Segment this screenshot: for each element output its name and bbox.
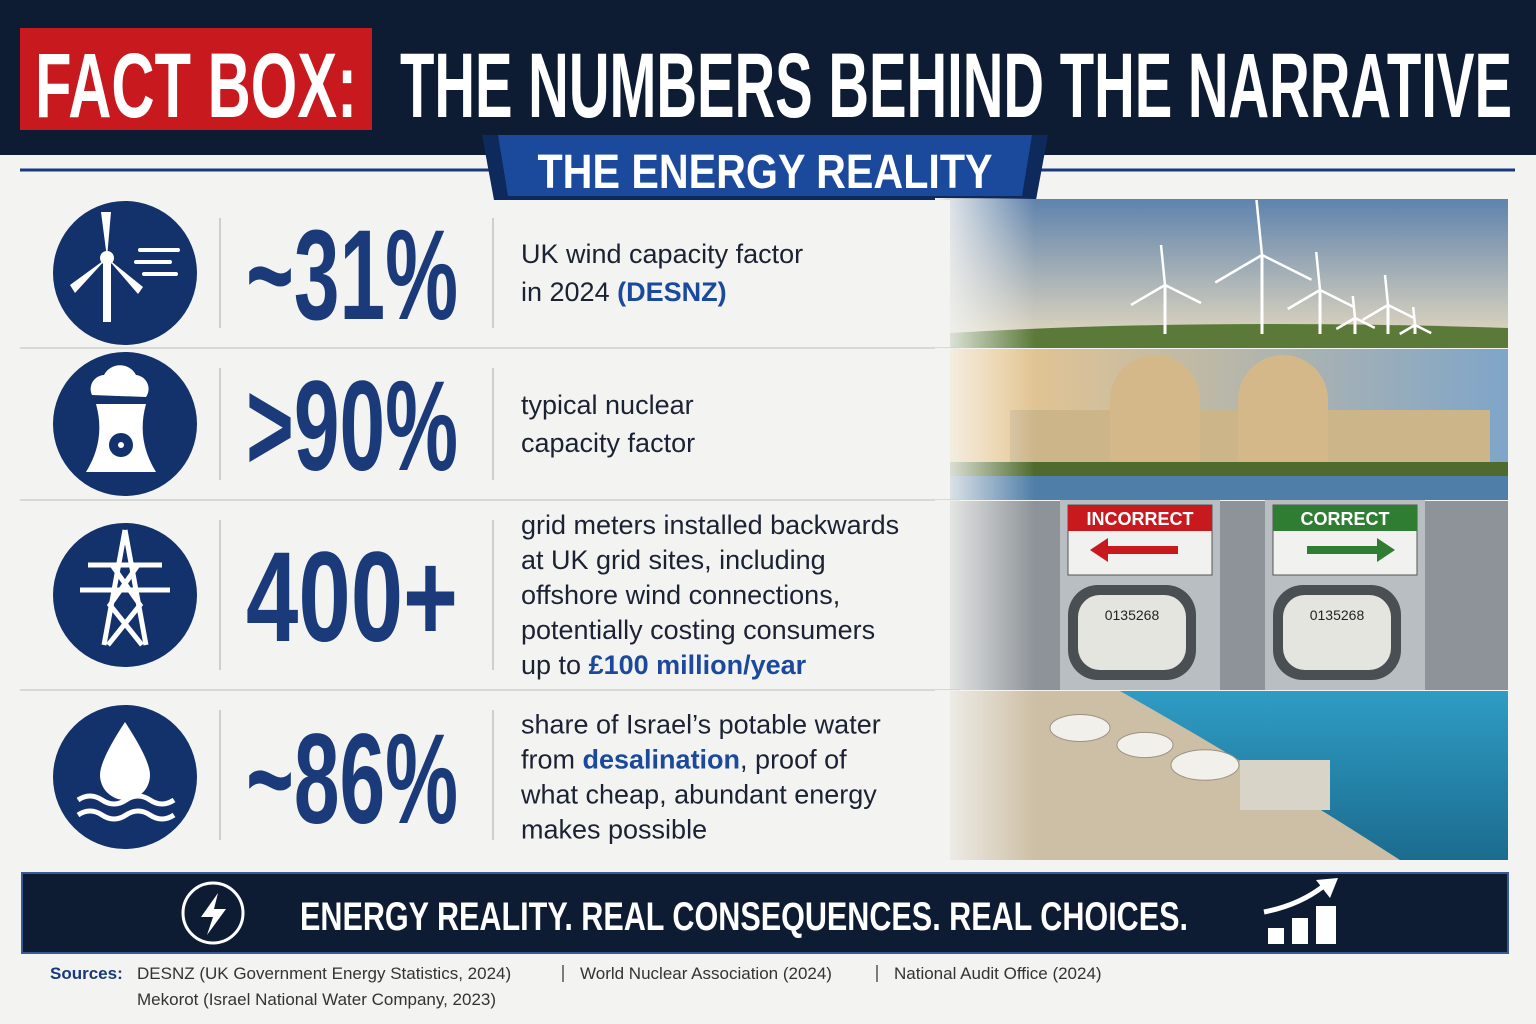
stat: 400+	[246, 526, 458, 669]
meter-reading: 0135268	[1105, 607, 1160, 623]
arrow	[1307, 538, 1395, 562]
label-head	[1273, 505, 1417, 531]
text: share of Israel’s potable water	[521, 710, 881, 740]
text: typical nuclear	[521, 390, 694, 420]
chart-icon	[1263, 878, 1338, 944]
fact-row: ~86% share of Israel’s potable water from …	[53, 690, 1508, 860]
description-line: capacity factor	[521, 428, 695, 458]
cloud	[90, 365, 149, 397]
tank	[1170, 749, 1240, 781]
fact-row: INCORRECT 0135268 CORRECT 0135268 400+ grid m…	[20, 500, 1508, 691]
stat: ~86%	[246, 708, 458, 851]
bolt	[201, 893, 226, 935]
text: capacity factor	[521, 428, 695, 458]
fact-rows: ~31% UK wind capacity factor in 2024 (DESN…	[20, 198, 1508, 860]
ribbon	[498, 135, 1032, 196]
plant	[1240, 760, 1330, 810]
turbine-blades	[1130, 244, 1202, 307]
header-tag: FACT BOX:	[35, 35, 357, 137]
tag-box	[20, 28, 372, 130]
text: up to	[521, 650, 589, 680]
text: UK wind capacity factor	[521, 239, 803, 269]
description-line: what cheap, abundant energy	[520, 780, 877, 810]
turbine-blades	[1361, 274, 1416, 322]
waves	[76, 793, 176, 822]
tank	[1116, 731, 1174, 759]
text: grid meters installed backwards	[521, 510, 899, 540]
source: World Nuclear Association (2024)	[580, 964, 832, 983]
meter-reading: 0135268	[1310, 607, 1365, 623]
arrow	[1090, 538, 1178, 562]
label-head	[1068, 505, 1212, 531]
description-line: offshore wind connections,	[521, 580, 840, 610]
image-fade	[935, 690, 1035, 860]
highlight: £100 million/year	[589, 650, 807, 680]
sources-label: Sources:	[50, 964, 123, 983]
text: offshore wind connections,	[521, 580, 840, 610]
description-line: grid meters installed backwards	[521, 510, 899, 540]
highlight: (DESNZ)	[617, 277, 727, 307]
description-line: makes possible	[521, 815, 707, 845]
stat: >90%	[246, 355, 458, 498]
image-fade	[935, 348, 1035, 500]
turbine-blades	[1335, 295, 1376, 331]
stat: ~31%	[246, 204, 458, 347]
text: in 2024	[521, 277, 617, 307]
banner-text: ENERGY REALITY. REAL CONSEQUENCES. REAL …	[300, 895, 1188, 939]
radiation-core	[118, 442, 124, 448]
sources: Sources: DESNZ (UK Government Energy Stat…	[50, 964, 1102, 1009]
image-fade	[935, 198, 1035, 348]
fact-row: ~31% UK wind capacity factor in 2024 (DESN…	[20, 198, 1508, 349]
source: National Audit Office (2024)	[894, 964, 1102, 983]
description-line: at UK grid sites, including	[521, 545, 826, 575]
pylon	[80, 529, 170, 647]
drop	[100, 722, 150, 800]
description-line: potentially costing consumers	[521, 615, 875, 645]
image-fade	[935, 500, 1035, 690]
description-line: from desalination, proof of	[521, 745, 847, 775]
text: at UK grid sites, including	[521, 545, 826, 575]
turbine-blades	[1287, 251, 1355, 311]
description-line: share of Israel’s potable water	[521, 710, 881, 740]
dome-1	[1110, 355, 1200, 465]
subtitle: THE ENERGY REALITY	[538, 146, 993, 199]
meter-face	[1078, 595, 1186, 670]
highlight: desalination	[583, 745, 741, 775]
description-line: in 2024 (DESNZ)	[521, 277, 727, 307]
blades	[70, 212, 143, 294]
icon-circle	[53, 523, 197, 667]
water	[950, 476, 1508, 500]
fact-row: >90% typical nuclear capacity factor	[20, 348, 1508, 501]
turbine-blades	[1399, 306, 1432, 336]
tank	[1049, 714, 1111, 742]
grass	[950, 462, 1508, 476]
meter-label: INCORRECT	[1087, 509, 1194, 529]
turbine-blades	[1214, 199, 1313, 284]
text: makes possible	[521, 815, 707, 845]
bolt-circle	[181, 881, 245, 945]
meter-label: CORRECT	[1301, 509, 1390, 529]
text: potentially costing consumers	[521, 615, 875, 645]
banner	[21, 872, 1509, 954]
text: from	[521, 745, 583, 775]
description-line: typical nuclear	[521, 390, 694, 420]
meter-face	[1283, 595, 1391, 670]
text: , proof of	[740, 745, 847, 775]
description-line: UK wind capacity factor	[521, 239, 803, 269]
text: what cheap, abundant energy	[520, 780, 877, 810]
description-line: up to £100 million/year	[521, 650, 807, 680]
header-title: THE NUMBERS BEHIND THE NARRATIVE	[400, 35, 1512, 137]
tower	[103, 260, 111, 322]
wind	[134, 248, 180, 276]
dome-2	[1238, 355, 1328, 465]
source: DESNZ (UK Government Energy Statistics, …	[137, 964, 511, 983]
hills	[950, 324, 1508, 348]
source: Mekorot (Israel National Water Company, …	[137, 990, 496, 1009]
